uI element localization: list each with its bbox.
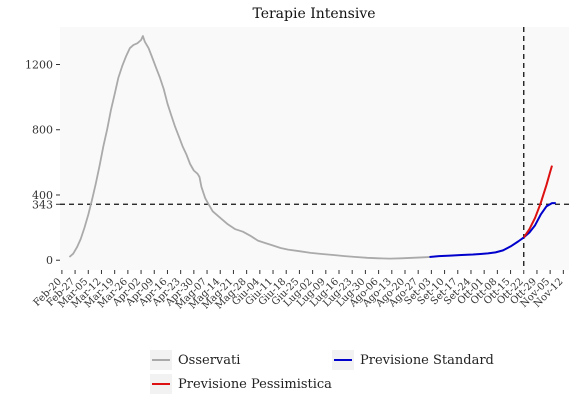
y-tick-label: 0 [46, 254, 53, 267]
y-tick-label: 1200 [25, 59, 53, 72]
x-axis: Feb-20Feb-27Mar-05Mar-12Mar-19Mar-26Apr-… [32, 270, 565, 311]
legend-label-osservati: Osservati [178, 352, 241, 368]
legend-key-previsione-standard [332, 350, 354, 370]
plot-background [60, 27, 569, 270]
legend-key-osservati [150, 350, 172, 370]
legend-swatch-previsione-standard [334, 359, 352, 361]
legend-label-previsione-standard: Previsione Standard [360, 352, 494, 368]
legend-label-previsione-pessimistica: Previsione Pessimistica [178, 376, 332, 392]
legend-key-previsione-pessimistica [150, 374, 172, 394]
legend-item-previsione-standard: Previsione Standard [332, 350, 494, 370]
y-tick-label: 800 [32, 124, 53, 137]
legend-item-previsione-pessimistica: Previsione Pessimistica [150, 374, 332, 394]
legend-item-osservati: Osservati [150, 350, 240, 370]
series-layer [68, 35, 556, 260]
series-line-previsione-pessimistica [522, 165, 553, 238]
series-line-osservati [68, 35, 430, 260]
legend-swatch-previsione-pessimistica [152, 383, 170, 385]
reference-lines [60, 27, 569, 270]
series-line-previsione-standard [429, 202, 556, 258]
y-tick-label: 400 [32, 189, 53, 202]
y-tick-label: 343 [32, 198, 53, 211]
legend-swatch-osservati [152, 359, 170, 361]
chart-title: Terapie Intensive [252, 6, 375, 22]
